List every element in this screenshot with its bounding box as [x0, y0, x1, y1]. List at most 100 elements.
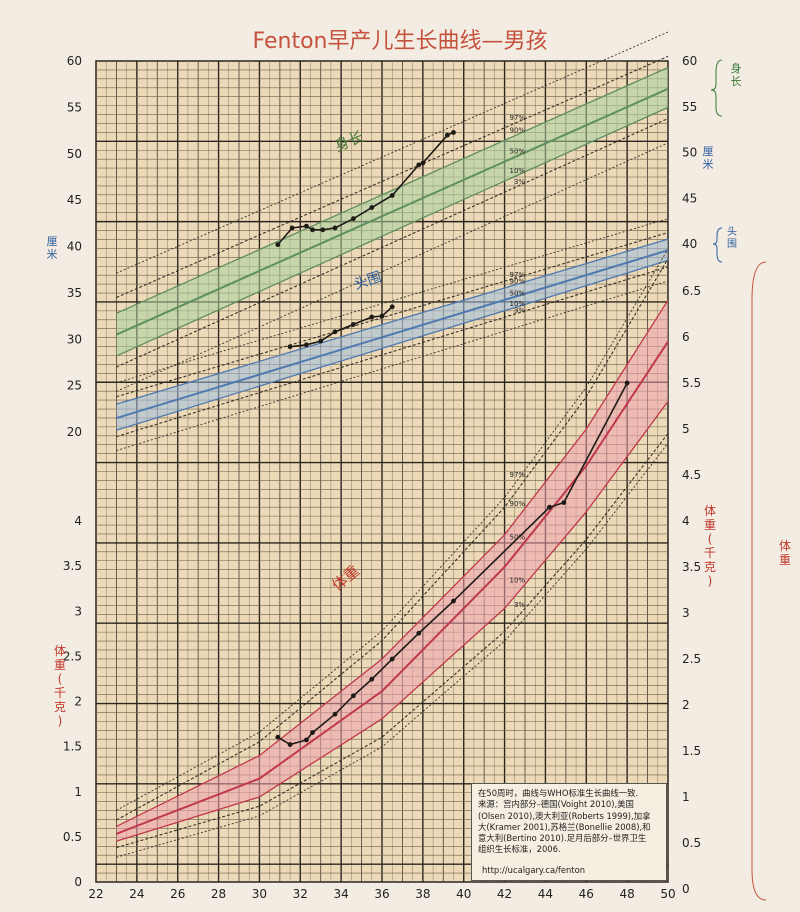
right-kg-tick-label: 5 — [682, 422, 690, 436]
length-p90-line — [116, 66, 669, 314]
patient-length-point — [416, 162, 422, 168]
weight-percentile-label: 97% — [510, 471, 526, 479]
patient-weight-point — [351, 693, 356, 699]
length-brace — [710, 59, 723, 117]
x-tick-label: 24 — [129, 887, 144, 901]
x-tick-label: 46 — [579, 887, 594, 901]
right-kg-tick-label: 4 — [682, 514, 690, 528]
patient-head-point — [332, 329, 338, 335]
left-cm-axis-label: 厘米 — [47, 235, 58, 261]
right-kg-tick-label: 1.5 — [682, 744, 701, 758]
right-cm-tick-label: 45 — [682, 191, 697, 205]
x-tick-label: 34 — [334, 887, 349, 901]
right-weight-label: 体重 — [779, 539, 791, 567]
x-tick-label: 42 — [497, 887, 512, 901]
left-cm-tick-label: 35 — [67, 286, 82, 300]
x-tick-label: 36 — [374, 887, 389, 901]
patient-weight-point — [416, 630, 422, 636]
left-kg-tick-label: 1.5 — [63, 740, 82, 754]
right-length-label: 身长 — [731, 61, 742, 88]
head-percentile-label: 50% — [510, 289, 526, 297]
right-weight-axis-label: 体重(千克) — [704, 504, 716, 588]
patient-head-point — [287, 344, 293, 350]
head-p3-line — [116, 266, 669, 438]
left-kg-tick-label: 4 — [74, 514, 82, 528]
right-kg-tick-label: 0 — [682, 882, 690, 896]
right-kg-tick-label: 6 — [682, 330, 690, 344]
head-outer-line — [116, 280, 669, 452]
weight-outer-line — [116, 442, 669, 858]
patient-head-point — [318, 338, 324, 344]
x-tick-label: 32 — [293, 887, 308, 901]
patient-length-point — [389, 193, 395, 198]
left-kg-tick-label: 2 — [74, 695, 82, 709]
head-p10-line — [116, 259, 669, 431]
patient-head-point — [379, 313, 385, 319]
length-percentile-label: 10% — [510, 167, 526, 175]
patient-head-point — [369, 314, 375, 320]
length-percentile-label: 90% — [510, 126, 526, 134]
x-tick-label: 28 — [211, 887, 226, 901]
right-kg-tick-label: 6.5 — [682, 284, 701, 298]
right-cm-tick-label: 40 — [682, 237, 697, 251]
x-tick-label: 26 — [170, 887, 185, 901]
left-cm-tick-label: 25 — [67, 379, 82, 393]
left-weight-axis-label: 体重(千克) — [54, 644, 66, 728]
patient-length-point — [275, 242, 281, 248]
patient-weight-point — [275, 734, 281, 740]
patient-weight-point — [624, 380, 630, 386]
patient-weight-point — [287, 742, 293, 747]
source-note: 在50周时，曲线与WHO标准生长曲线一致. 来源：宫内部分–德国(Voight … — [471, 783, 667, 881]
head-p90-line — [116, 238, 669, 405]
chart-title: Fenton早产儿生长曲线—男孩 — [253, 29, 548, 54]
weight-outer-line — [116, 248, 669, 811]
right-kg-tick-label: 3 — [682, 606, 690, 620]
left-cm-tick-label: 20 — [67, 425, 82, 439]
head-percentile-label: 90% — [510, 278, 526, 286]
left-cm-tick-label: 55 — [67, 100, 82, 114]
patient-weight-point — [369, 676, 375, 682]
note-line: 组织生长标准，2006. — [478, 844, 561, 855]
patient-weight-point — [304, 737, 309, 743]
left-kg-tick-label: 1 — [74, 785, 82, 799]
weight-p97-line — [116, 258, 669, 821]
patient-head-point — [351, 322, 356, 327]
x-tick-label: 30 — [252, 887, 267, 901]
x-tick-label: 22 — [88, 887, 103, 901]
patient-length-point — [369, 205, 375, 210]
right-cm-tick-label: 55 — [682, 100, 697, 114]
length-percentile-label: 3% — [514, 178, 525, 186]
weight-percentile-label: 10% — [510, 576, 526, 584]
right-kg-tick-label: 0.5 — [682, 836, 701, 850]
weight-p10-line — [116, 401, 669, 842]
weight-brace — [751, 261, 767, 901]
right-head-label: 头围 — [727, 226, 737, 250]
patient-length-point — [332, 225, 338, 231]
patient-length-point — [304, 223, 309, 229]
head-percentile-label: 97% — [510, 271, 526, 279]
patient-weight-point — [310, 730, 315, 735]
left-kg-tick-label: 0 — [74, 875, 82, 889]
right-kg-tick-label: 1 — [682, 790, 690, 804]
note-url[interactable]: http://ucalgary.ca/fenton — [482, 864, 586, 875]
left-cm-tick-label: 60 — [67, 54, 82, 68]
note-line: 在50周时，曲线与WHO标准生长曲线一致. — [478, 788, 639, 798]
patient-weight-point — [389, 656, 395, 662]
length-p3-line — [116, 118, 669, 368]
left-kg-tick-label: 2.5 — [63, 649, 82, 663]
length-percentile-label: 50% — [510, 148, 526, 156]
patient-length-point — [351, 216, 356, 222]
right-cm-axis-label: 厘米 — [703, 145, 714, 171]
weight-p90-line — [116, 299, 669, 828]
left-kg-tick-label: 3.5 — [63, 559, 82, 573]
x-tick-label: 38 — [415, 887, 430, 901]
weight-percentile-label: 3% — [514, 601, 525, 609]
left-cm-tick-label: 45 — [67, 193, 82, 207]
left-kg-tick-label: 0.5 — [63, 830, 82, 844]
x-tick-label: 48 — [620, 887, 635, 901]
length-outer-line — [116, 31, 669, 274]
right-kg-tick-label: 5.5 — [682, 376, 701, 390]
length-outer-line — [116, 142, 669, 392]
